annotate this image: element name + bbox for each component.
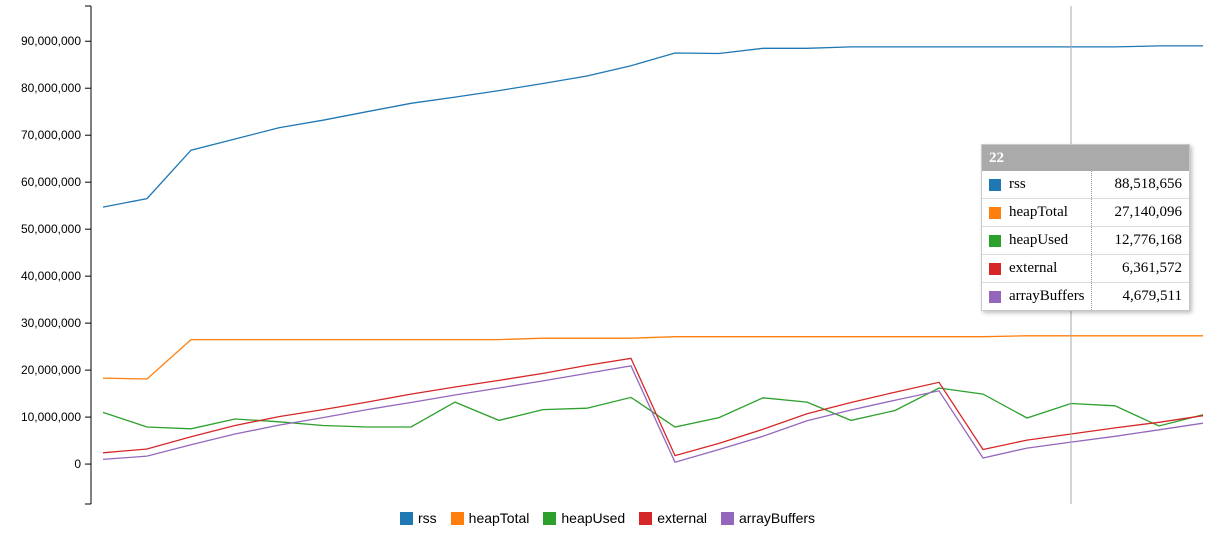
y-tick-label: 50,000,000	[21, 222, 81, 236]
tooltip-series-name: heapTotal	[982, 199, 1092, 226]
tooltip-swatch	[989, 262, 1001, 275]
series-line-heapTotal	[102, 335, 1203, 380]
legend-item-heapTotal[interactable]: heapTotal	[450, 510, 530, 526]
tooltip-value: 4,679,511	[1122, 288, 1182, 304]
y-tick-label: 20,000,000	[21, 363, 81, 377]
y-axis: 0 10,000,000 20,000,000 30,000,000 40,000,00…	[21, 5, 92, 505]
legend-swatch	[399, 511, 413, 525]
legend-label: external	[657, 510, 708, 526]
legend-swatch	[543, 511, 557, 525]
tooltip-row-heapTotal: heapTotal 27,140,096	[982, 198, 1189, 226]
tooltip-row-heapUsed: heapUsed 12,776,168	[982, 226, 1189, 254]
y-tick-label: 70,000,000	[21, 128, 81, 142]
y-tick-label: 10,000,000	[21, 410, 81, 424]
hover-tooltip: 22 rss 88,518,656 heapTotal 27,140,096 heapU…	[981, 144, 1190, 311]
legend-label: rss	[417, 510, 437, 526]
tooltip-series-name: rss	[982, 171, 1092, 198]
tooltip-series-name: external	[982, 255, 1092, 282]
legend-label: heapTotal	[468, 510, 530, 526]
y-tick-label: 80,000,000	[21, 81, 81, 95]
series-line-rss	[102, 45, 1203, 208]
tooltip-value: 6,361,572	[1122, 260, 1182, 276]
tooltip-value: 27,140,096	[1114, 204, 1183, 220]
tooltip-swatch	[989, 290, 1001, 303]
series-line-arrayBuffers	[102, 365, 1204, 463]
legend-label: heapUsed	[561, 510, 626, 526]
legend: rss heapTotal heapUsed external arrayBuffers	[0, 510, 1215, 526]
tooltip-value: 88,518,656	[1114, 176, 1183, 192]
tooltip-header: 22	[982, 145, 1189, 171]
tooltip-series-name: heapUsed	[982, 227, 1092, 254]
y-tick-label: 90,000,000	[21, 34, 81, 48]
tooltip-row-external: external 6,361,572	[982, 254, 1189, 282]
tooltip-swatch	[989, 234, 1001, 247]
tooltip-swatch	[989, 206, 1001, 219]
y-tick-label: 40,000,000	[21, 269, 81, 283]
legend-item-heapUsed[interactable]: heapUsed	[543, 510, 625, 526]
tooltip-swatch	[989, 178, 1001, 191]
series-line-external	[102, 357, 1204, 457]
legend-label: arrayBuffers	[739, 510, 816, 526]
tooltip-row-rss: rss 88,518,656	[982, 171, 1189, 198]
legend-item-arrayBuffers[interactable]: arrayBuffers	[721, 510, 815, 526]
legend-swatch	[450, 511, 464, 525]
tooltip-series-name: arrayBuffers	[982, 283, 1092, 310]
tooltip-row-arrayBuffers: arrayBuffers 4,679,511	[982, 282, 1189, 310]
series-line-heapUsed	[102, 387, 1204, 430]
legend-item-rss[interactable]: rss	[399, 510, 437, 526]
legend-item-external[interactable]: external	[639, 510, 707, 526]
y-tick-label: 30,000,000	[21, 316, 81, 330]
y-tick-label: 60,000,000	[21, 175, 81, 189]
tooltip-value: 12,776,168	[1114, 232, 1183, 248]
series-lines	[102, 45, 1204, 463]
y-tick-label: 0	[74, 457, 81, 471]
legend-swatch	[639, 511, 653, 525]
legend-swatch	[721, 511, 735, 525]
